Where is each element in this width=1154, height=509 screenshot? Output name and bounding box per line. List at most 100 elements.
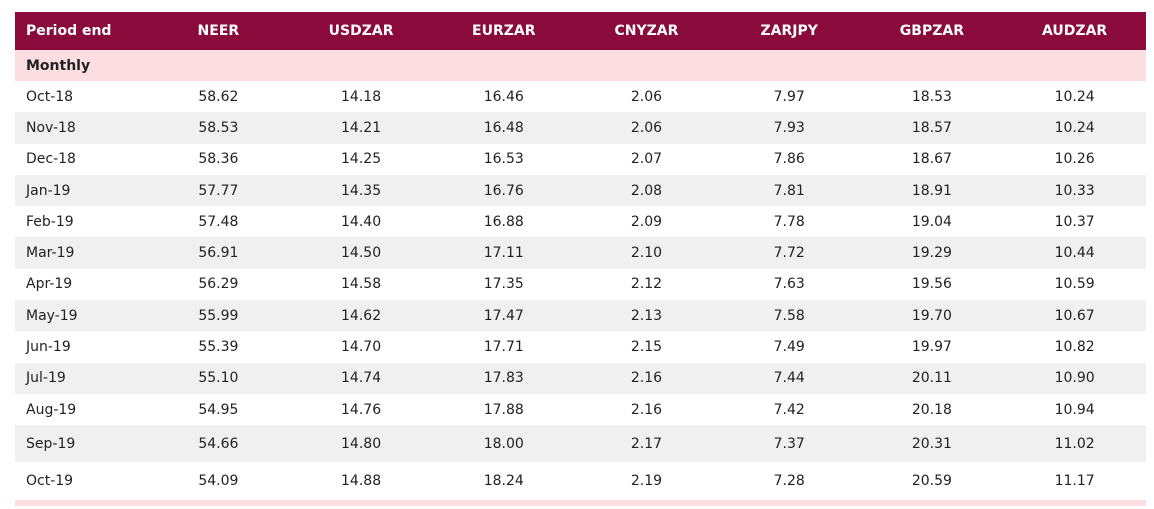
cell-gbpzar: 20.31 (911, 435, 952, 452)
cell-usdzar: 14.35 (341, 182, 382, 199)
cell-zarjpy: 7.44 (773, 370, 805, 387)
cell-neer: 54.95 (198, 401, 239, 418)
cell-audzar: 10.90 (1054, 370, 1095, 387)
table-row: Jul-19 55.10 14.74 17.83 2.16 7.44 20.11 10.90 (15, 362, 1146, 394)
table-row: May-19 55.99 14.62 17.47 2.13 7.58 19.70 10.67 (15, 300, 1146, 332)
header-eurzar: EURZAR (472, 23, 536, 39)
cell-period-end: Mar-19 (26, 245, 75, 262)
cell-gbpzar: 18.57 (911, 119, 952, 136)
cell-period-end: Dec-18 (26, 151, 76, 168)
cell-cnyzar: 2.06 (630, 119, 663, 136)
cell-period-end: Aug-19 (26, 401, 77, 418)
cell-period-end: Nov-18 (26, 119, 76, 136)
cell-gbpzar: 20.59 (911, 472, 952, 489)
cell-eurzar: 16.53 (483, 151, 524, 168)
cell-neer: 56.91 (198, 245, 239, 262)
cell-neer: 55.99 (198, 307, 239, 324)
cell-usdzar: 14.50 (341, 245, 382, 262)
table-row: Apr-19 56.29 14.58 17.35 2.12 7.63 19.56 10.59 (15, 269, 1146, 300)
cell-cnyzar: 2.12 (630, 276, 663, 293)
section-label: Monthly (26, 57, 91, 74)
cell-period-end: Jul-19 (26, 370, 66, 387)
table-row: Aug-19 54.95 14.76 17.88 2.16 7.42 20.18 10.94 (15, 394, 1146, 425)
cell-eurzar: 17.47 (483, 307, 524, 324)
cell-gbpzar: 18.53 (911, 88, 952, 105)
cell-audzar: 10.24 (1054, 88, 1095, 105)
header-gbpzar: GBPZAR (899, 23, 964, 39)
cell-zarjpy: 7.81 (773, 182, 805, 199)
cell-eurzar: 16.76 (483, 182, 524, 199)
cell-eurzar: 17.71 (483, 339, 524, 356)
cell-usdzar: 14.25 (341, 151, 382, 168)
cell-gbpzar: 19.70 (911, 307, 952, 324)
cell-gbpzar: 20.11 (911, 370, 952, 387)
cell-gbpzar: 18.91 (911, 182, 952, 199)
cell-audzar: 11.17 (1054, 472, 1095, 489)
section-row-monthly: Monthly (15, 50, 1146, 81)
cell-neer: 54.66 (198, 435, 239, 452)
cell-usdzar: 14.80 (341, 435, 382, 452)
cell-usdzar: 14.62 (341, 307, 382, 324)
table-row: Jun-19 55.39 14.70 17.71 2.15 7.49 19.97 10.82 (15, 331, 1146, 362)
cell-usdzar: 14.76 (341, 401, 382, 418)
cell-eurzar: 17.11 (483, 245, 524, 262)
cell-gbpzar: 19.29 (911, 245, 952, 262)
cell-eurzar: 17.83 (483, 370, 524, 387)
cell-usdzar: 14.40 (341, 213, 382, 230)
cell-audzar: 10.82 (1054, 339, 1095, 356)
cell-zarjpy: 7.78 (773, 213, 805, 230)
cell-audzar: 10.33 (1054, 182, 1095, 199)
cell-eurzar: 16.48 (483, 119, 524, 136)
cell-period-end: Sep-19 (26, 435, 76, 452)
cell-eurzar: 16.46 (483, 88, 524, 105)
cell-cnyzar: 2.08 (630, 182, 663, 199)
exchange-rate-table-container: Period end NEER USDZAR EURZAR CNYZAR ZAR… (15, 12, 1146, 507)
header-audzar: AUDZAR (1042, 23, 1108, 39)
cell-zarjpy: 7.37 (773, 435, 805, 452)
cell-period-end: Oct-19 (26, 472, 74, 489)
table-header-row: Period end NEER USDZAR EURZAR CNYZAR ZAR… (15, 12, 1146, 50)
table-row: Feb-19 57.48 14.40 16.88 2.09 7.78 19.04 10.37 (15, 206, 1146, 237)
cell-usdzar: 14.18 (341, 88, 382, 105)
cell-cnyzar: 2.13 (630, 307, 663, 324)
cell-usdzar: 14.21 (341, 119, 382, 136)
cell-audzar: 10.24 (1054, 119, 1095, 136)
cell-cnyzar: 2.17 (630, 435, 663, 452)
cell-neer: 57.77 (198, 182, 239, 199)
exchange-rate-table: Period end NEER USDZAR EURZAR CNYZAR ZAR… (15, 12, 1146, 499)
cell-cnyzar: 2.15 (630, 339, 663, 356)
cell-zarjpy: 7.58 (773, 307, 805, 324)
cell-audzar: 10.44 (1054, 245, 1095, 262)
cell-zarjpy: 7.93 (773, 119, 805, 136)
cell-cnyzar: 2.19 (630, 472, 663, 489)
cell-neer: 57.48 (198, 213, 239, 230)
table-row: Oct-18 58.62 14.18 16.46 2.06 7.97 18.53 10.24 (15, 81, 1146, 112)
cell-audzar: 10.26 (1054, 151, 1095, 168)
cell-zarjpy: 7.28 (773, 472, 805, 489)
cell-neer: 55.10 (198, 370, 239, 387)
cell-zarjpy: 7.63 (773, 276, 805, 293)
cell-cnyzar: 2.07 (630, 151, 663, 168)
cell-gbpzar: 19.04 (911, 213, 952, 230)
cell-zarjpy: 7.42 (773, 401, 805, 418)
cell-usdzar: 14.88 (341, 472, 382, 489)
cell-cnyzar: 2.16 (630, 401, 663, 418)
cell-audzar: 11.02 (1054, 435, 1095, 452)
cell-audzar: 10.59 (1054, 276, 1095, 293)
header-usdzar: USDZAR (328, 23, 394, 39)
cell-zarjpy: 7.86 (773, 151, 805, 168)
header-neer: NEER (197, 23, 240, 39)
cell-usdzar: 14.58 (341, 276, 382, 293)
cell-neer: 54.09 (198, 472, 239, 489)
cell-eurzar: 18.24 (483, 472, 524, 489)
table-row: Oct-19 54.09 14.88 18.24 2.19 7.28 20.59 11.17 (15, 462, 1146, 499)
cell-gbpzar: 19.97 (911, 339, 952, 356)
table-row: Jan-19 57.77 14.35 16.76 2.08 7.81 18.91 10.33 (15, 174, 1146, 207)
cell-period-end: Jun-19 (26, 339, 71, 356)
cell-neer: 58.53 (198, 119, 239, 136)
table-footer-strip (15, 500, 1146, 507)
cell-zarjpy: 7.97 (773, 88, 805, 105)
cell-usdzar: 14.74 (341, 370, 382, 387)
header-cnyzar: CNYZAR (614, 23, 679, 39)
cell-gbpzar: 19.56 (911, 276, 952, 293)
